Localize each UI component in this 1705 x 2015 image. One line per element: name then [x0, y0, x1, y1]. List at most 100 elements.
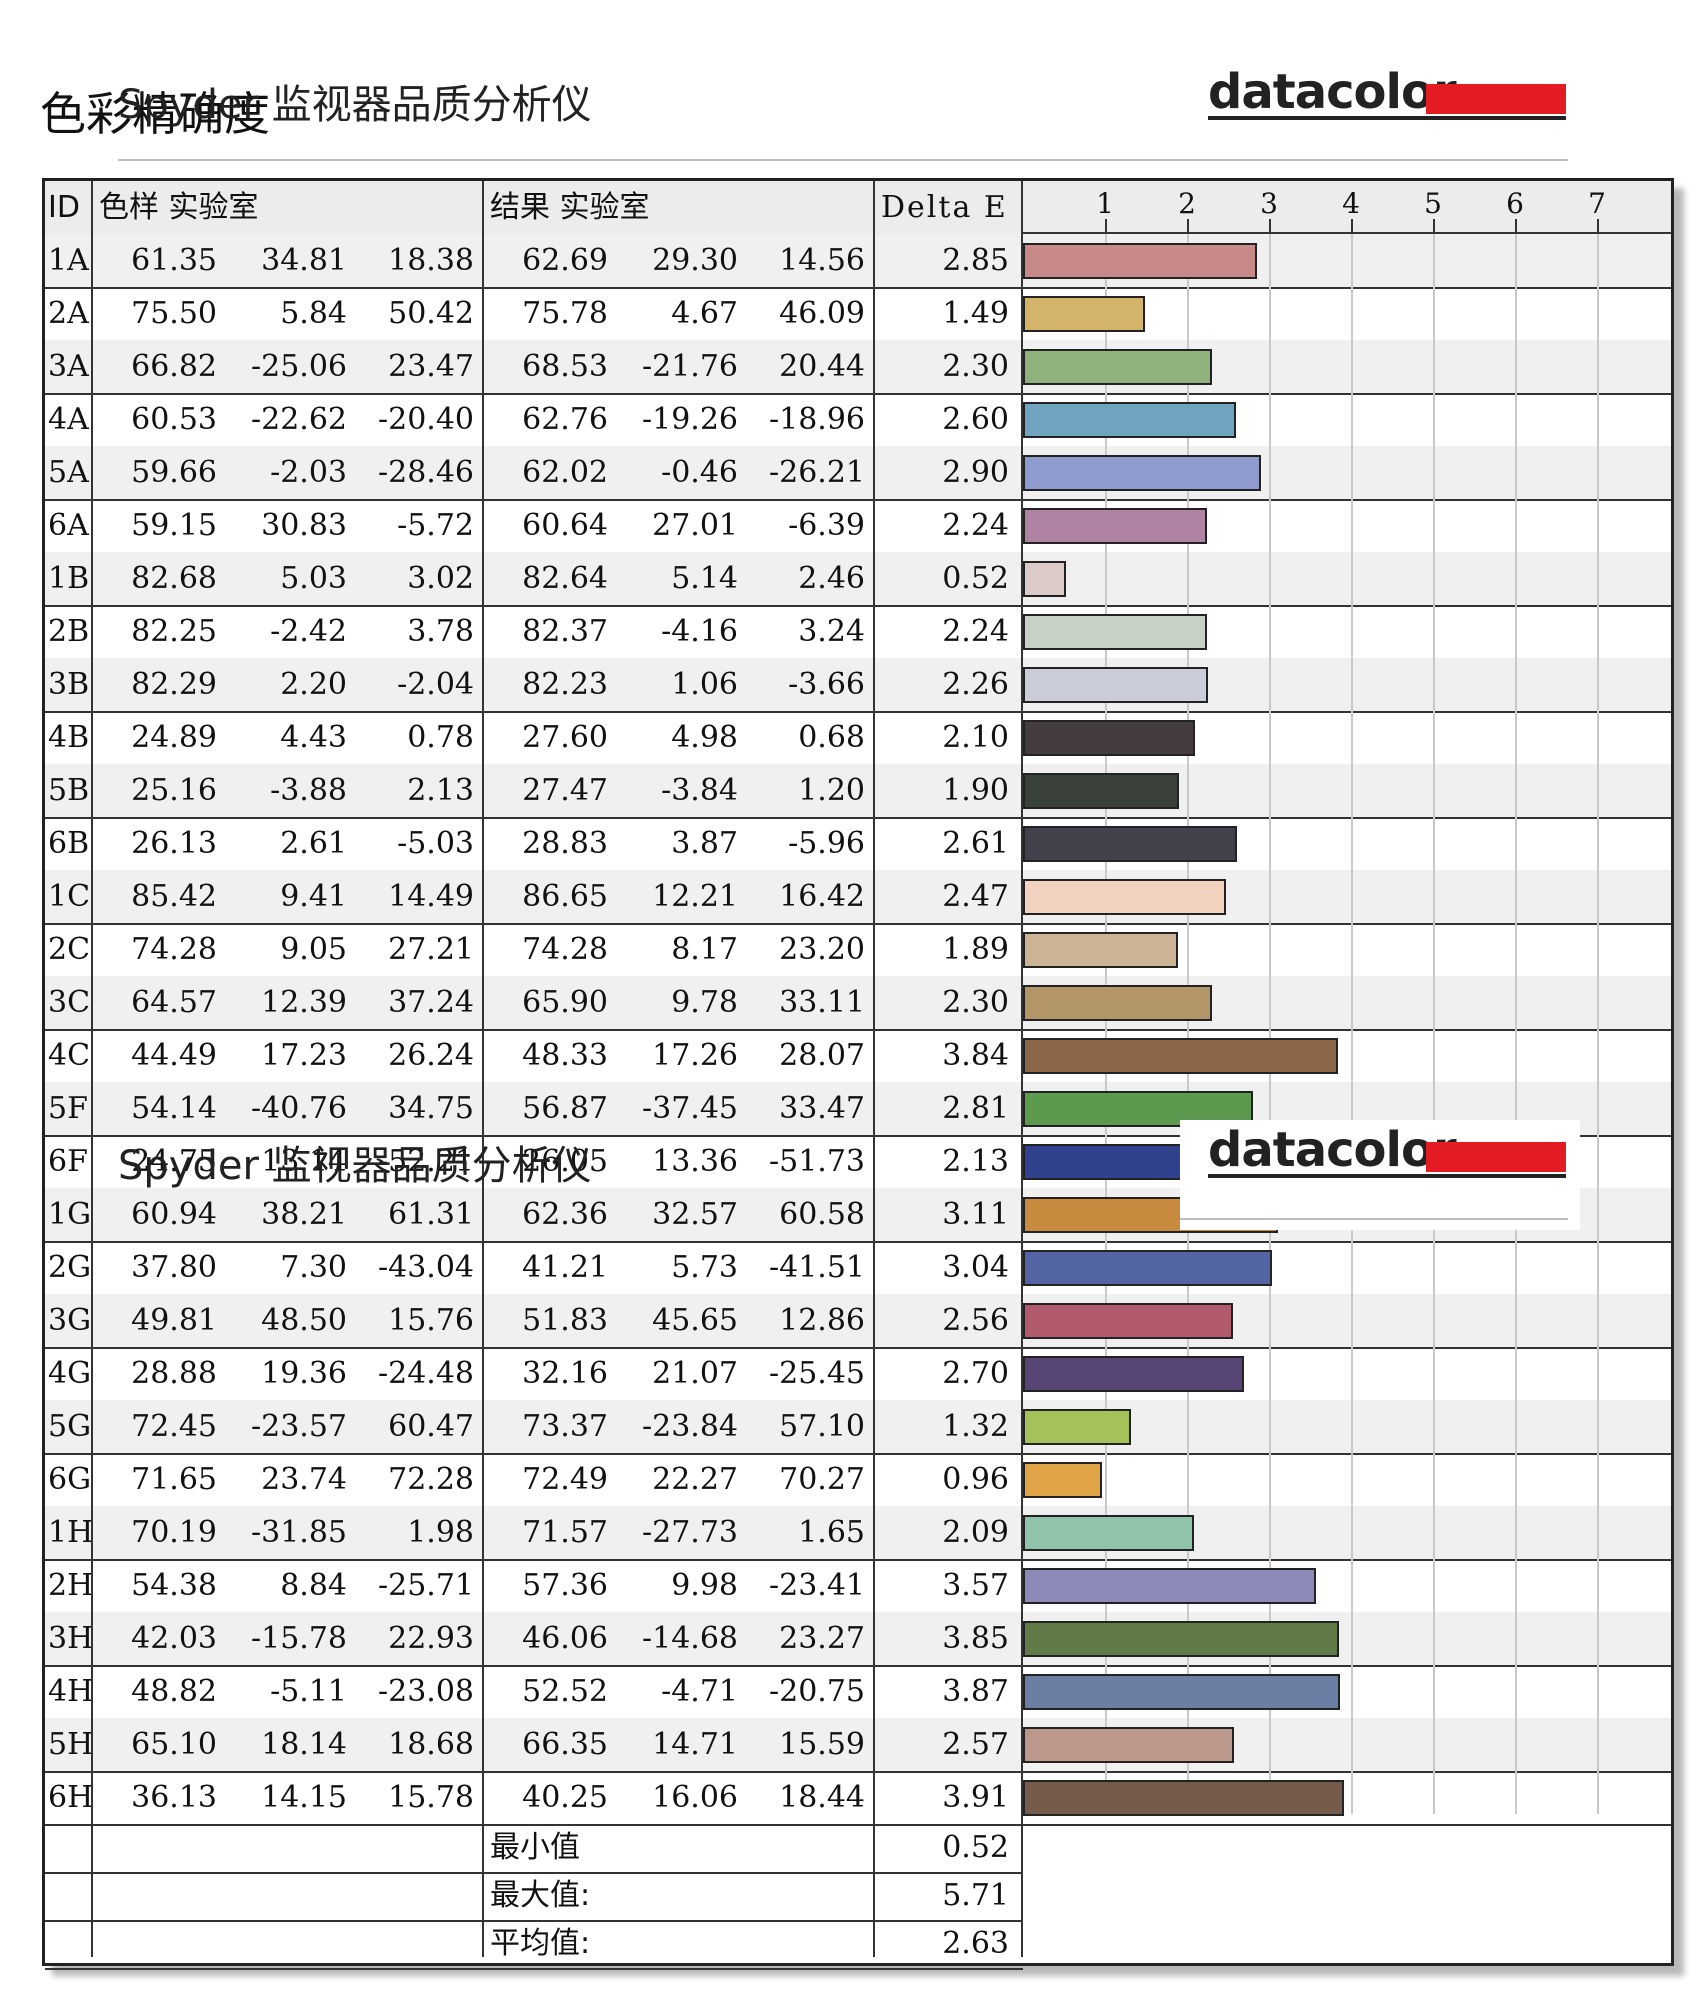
- sample-lab-value: -24.48: [377, 1356, 474, 1391]
- result-lab-value: 3.24: [798, 614, 865, 649]
- result-lab-value: 68.53: [522, 349, 608, 384]
- result-lab-value: 70.27: [779, 1462, 865, 1497]
- result-lab-value: -6.39: [788, 508, 865, 543]
- sample-lab-value: 54.38: [131, 1568, 217, 1603]
- delta-e-value: 2.81: [942, 1091, 1009, 1126]
- bar-1H: [1023, 1515, 1194, 1551]
- result-lab-value: 82.37: [522, 614, 608, 649]
- row-id: 2B: [48, 614, 90, 649]
- tick-label: 3: [1260, 187, 1278, 220]
- summary-label: 平均值:: [490, 1926, 591, 1961]
- result-lab-value: 62.02: [522, 455, 608, 490]
- bar-6H: [1023, 1780, 1344, 1816]
- row-id: 1C: [48, 879, 91, 914]
- sample-lab-value: 19.36: [261, 1356, 347, 1391]
- delta-e-value: 2.47: [942, 879, 1009, 914]
- delta-e-value: 2.30: [942, 985, 1009, 1020]
- result-lab-value: -3.66: [788, 667, 865, 702]
- result-lab-value: -4.16: [661, 614, 738, 649]
- sample-lab-value: 60.94: [131, 1197, 217, 1232]
- bar-3G: [1023, 1303, 1233, 1339]
- bar-6A: [1023, 508, 1207, 544]
- delta-e-value: 0.96: [942, 1462, 1009, 1497]
- tick-label: 5: [1424, 187, 1442, 220]
- result-lab-value: -27.73: [641, 1515, 738, 1550]
- table-row: 1B 82.68 5.03 3.02 82.64 5.14 2.46 0.52: [45, 552, 1671, 607]
- divider-id: [91, 181, 93, 1957]
- sample-lab-value: 2.13: [407, 773, 474, 808]
- sample-lab-value: 14.49: [388, 879, 474, 914]
- sample-lab-value: -5.03: [397, 826, 474, 861]
- summary-value: 5.71: [942, 1878, 1009, 1913]
- watermark-logo-red-bar: [1426, 1142, 1566, 1172]
- sample-lab-value: -22.62: [250, 402, 347, 437]
- bar-3H: [1023, 1621, 1339, 1657]
- bar-5B: [1023, 773, 1179, 809]
- sample-lab-value: 23.47: [388, 349, 474, 384]
- delta-e-value: 1.49: [942, 296, 1009, 331]
- sample-lab-value: 1.98: [407, 1515, 474, 1550]
- sample-lab-value: 36.13: [131, 1780, 217, 1815]
- bar-1B: [1023, 561, 1066, 597]
- sample-lab-value: 15.76: [388, 1303, 474, 1338]
- result-lab-value: 13.36: [652, 1144, 738, 1179]
- sample-lab-value: 14.15: [261, 1780, 347, 1815]
- result-lab-value: -25.45: [768, 1356, 865, 1391]
- bar-4A: [1023, 402, 1236, 438]
- header-delta-e: Delta E: [881, 190, 1008, 225]
- sample-lab-value: 17.23: [261, 1038, 347, 1073]
- sample-lab-value: 82.29: [131, 667, 217, 702]
- sample-lab-value: 13.14: [261, 1144, 347, 1179]
- row-id: 2H: [48, 1568, 94, 1603]
- delta-e-value: 2.70: [942, 1356, 1009, 1391]
- result-lab-value: -14.68: [641, 1621, 738, 1656]
- table-row: 4H 48.82 -5.11 -23.08 52.52 -4.71 -20.75 3.87: [45, 1665, 1671, 1720]
- sample-lab-value: -5.72: [397, 508, 474, 543]
- result-lab-value: 5.73: [671, 1250, 738, 1285]
- sample-lab-value: -5.11: [270, 1674, 347, 1709]
- result-lab-value: 48.33: [522, 1038, 608, 1073]
- result-lab-value: 9.78: [671, 985, 738, 1020]
- delta-e-value: 1.90: [942, 773, 1009, 808]
- tick-mark: [1105, 219, 1107, 234]
- sample-lab-value: 49.81: [131, 1303, 217, 1338]
- tick-mark: [1351, 219, 1353, 234]
- result-lab-value: 3.87: [671, 826, 738, 861]
- delta-e-value: 0.52: [942, 561, 1009, 596]
- sample-lab-value: 18.68: [388, 1727, 474, 1762]
- row-id: 3B: [48, 667, 90, 702]
- sample-lab-value: 42.03: [131, 1621, 217, 1656]
- result-lab-value: 16.06: [652, 1780, 738, 1815]
- result-lab-value: 18.44: [779, 1780, 865, 1815]
- sample-lab-value: 85.42: [131, 879, 217, 914]
- bar-6B: [1023, 826, 1237, 862]
- delta-e-value: 2.30: [942, 349, 1009, 384]
- delta-e-value: 3.85: [942, 1621, 1009, 1656]
- row-id: 6F: [48, 1144, 88, 1179]
- page-title: 色彩精确度: [40, 87, 270, 141]
- bar-3A: [1023, 349, 1212, 385]
- header-result: 结果 实验室: [490, 190, 650, 225]
- result-lab-value: 86.65: [522, 879, 608, 914]
- delta-e-bar-chart: 1 2 3 4 5 6 7: [1023, 181, 1671, 1816]
- result-lab-value: 29.30: [652, 243, 738, 278]
- table-row: 3A 66.82 -25.06 23.47 68.53 -21.76 20.44 2.30: [45, 340, 1671, 395]
- result-lab-value: 82.64: [522, 561, 608, 596]
- table-row: 5H 65.10 18.14 18.68 66.35 14.71 15.59 2.57: [45, 1718, 1671, 1773]
- header-sample: 色样 实验室: [99, 190, 259, 225]
- result-lab-value: 1.65: [798, 1515, 865, 1550]
- tick-mark: [1433, 219, 1435, 234]
- delta-e-value: 2.24: [942, 508, 1009, 543]
- tick-mark: [1269, 219, 1271, 234]
- result-lab-value: 1.06: [671, 667, 738, 702]
- result-lab-value: 17.26: [652, 1038, 738, 1073]
- sample-lab-value: 71.65: [131, 1462, 217, 1497]
- sample-lab-value: -25.06: [250, 349, 347, 384]
- bar-6F: [1023, 1144, 1198, 1180]
- delta-e-value: 2.90: [942, 455, 1009, 490]
- sample-lab-value: 24.89: [131, 720, 217, 755]
- row-id: 5F: [48, 1091, 88, 1126]
- result-lab-value: 46.09: [779, 296, 865, 331]
- sample-lab-value: -25.71: [377, 1568, 474, 1603]
- delta-e-value: 3.84: [942, 1038, 1009, 1073]
